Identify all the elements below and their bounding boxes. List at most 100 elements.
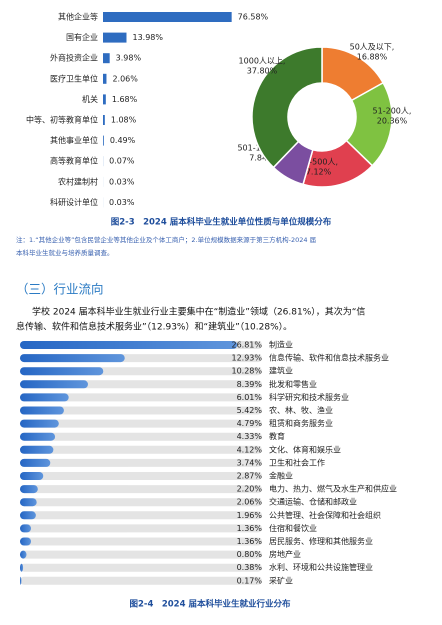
slice-label: 50人及以下, <box>350 43 395 52</box>
value-label: 1.36% <box>237 537 263 546</box>
bar <box>20 472 44 480</box>
note: 注：1.“其他企业等”包含民营企业等其他企业及个体工商户；2.单位规模数据来源于… <box>16 235 316 244</box>
bar <box>20 445 54 454</box>
slice-value: 16.88% <box>357 53 388 62</box>
bar-track <box>20 419 262 428</box>
category-label: 信息传输、软件和信息技术服务业 <box>269 353 389 363</box>
value-label: 1.36% <box>237 524 263 533</box>
category-label: 文化、体育和娱乐业 <box>269 444 341 454</box>
value-label: 8.39% <box>237 380 263 389</box>
slice-label: 201-500人, <box>294 158 338 167</box>
value-label: 0.07% <box>109 157 135 166</box>
bar-track <box>20 537 262 546</box>
paragraph: 息传输、软件和信息技术服务业”（12.93%）和“建筑业”（10.28%）。 <box>16 321 292 333</box>
category-label: 卫生和社会工作 <box>269 457 325 467</box>
value-label: 3.74% <box>237 458 263 467</box>
category-label: 采矿业 <box>269 575 293 585</box>
category-label: 住宿和餐饮业 <box>269 523 317 533</box>
bar-track <box>20 432 262 441</box>
category-label: 外商投资企业 <box>50 53 98 63</box>
bar <box>20 485 38 494</box>
bar <box>20 537 32 546</box>
value-label: 26.81% <box>231 341 262 350</box>
bar-track <box>20 550 262 559</box>
bar-track <box>20 458 262 467</box>
slice-value: 7.84% <box>249 154 275 163</box>
bar <box>20 380 88 389</box>
category-label: 科学研究和技术服务业 <box>269 392 349 402</box>
category-label: 科研设计单位 <box>50 197 98 207</box>
category-label: 制造业 <box>269 340 293 350</box>
value-label: 76.58% <box>238 13 269 22</box>
bar <box>20 511 36 520</box>
value-label: 4.12% <box>237 445 263 454</box>
bar <box>103 12 232 22</box>
bar <box>103 73 107 84</box>
bar <box>20 419 59 428</box>
value-label: 1.68% <box>112 95 138 104</box>
category-label: 中等、初等教育单位 <box>26 115 98 125</box>
category-label: 国有企业 <box>66 32 98 42</box>
bar <box>20 354 125 363</box>
bar <box>20 341 238 349</box>
category-label: 租赁和商务服务业 <box>269 418 333 428</box>
donut-slice <box>251 46 323 169</box>
bar <box>20 576 22 585</box>
value-label: 0.80% <box>237 550 263 559</box>
bar-track <box>20 511 262 520</box>
value-label: 2.06% <box>237 498 263 507</box>
bar <box>20 550 27 559</box>
bar-track <box>20 524 262 533</box>
category-label: 农、林、牧、渔业 <box>269 405 333 415</box>
figure-caption: 图2-4 2024 届本科毕业生就业行业分布 <box>130 599 291 610</box>
value-label: 10.28% <box>231 367 262 376</box>
bar <box>20 406 64 415</box>
value-label: 4.79% <box>237 419 263 428</box>
value-label: 0.49% <box>110 136 136 145</box>
category-label: 房地产业 <box>269 549 301 559</box>
value-label: 13.98% <box>132 33 163 42</box>
bar-track <box>20 472 262 480</box>
category-label: 公共管理、社会保障和社会组织 <box>269 510 381 520</box>
bar-track <box>20 563 262 572</box>
category-label: 交通运输、仓储和邮政业 <box>269 497 357 507</box>
category-label: 批发和零售业 <box>269 379 317 389</box>
bar <box>103 115 105 125</box>
slice-label: 1000人以上, <box>239 57 286 66</box>
category-label: 建筑业 <box>269 366 293 376</box>
bar <box>103 53 110 64</box>
value-label: 12.93% <box>231 354 262 363</box>
value-label: 5.42% <box>237 406 263 415</box>
bar <box>103 94 106 105</box>
bar <box>20 563 24 572</box>
value-label: 1.96% <box>237 511 263 520</box>
category-label: 其他事业单位 <box>50 135 98 145</box>
note: 本科毕业生就业与培养质量调查。 <box>16 248 114 257</box>
bar-track <box>20 485 262 494</box>
category-label: 其他企业等 <box>58 12 98 22</box>
category-label: 教育 <box>269 431 285 441</box>
slice-label: 51-200人, <box>373 107 412 116</box>
bar-track <box>20 445 262 454</box>
value-label: 2.20% <box>237 485 263 494</box>
category-label: 机关 <box>82 94 98 104</box>
slice-value: 17.12% <box>301 168 332 177</box>
value-label: 2.06% <box>112 74 138 83</box>
bar-track <box>20 406 262 415</box>
category-label: 居民服务、修理和其他服务业 <box>269 536 373 546</box>
value-label: 2.87% <box>237 472 263 481</box>
category-label: 医疗卫生单位 <box>50 73 98 83</box>
bar <box>20 524 32 533</box>
category-label: 农村建制村 <box>58 176 98 186</box>
bar <box>103 32 127 43</box>
bar <box>20 393 69 402</box>
category-label: 电力、热力、燃气及水生产和供应业 <box>269 484 397 494</box>
bar-track <box>20 576 262 585</box>
bar <box>20 367 104 376</box>
value-label: 4.33% <box>237 432 263 441</box>
paragraph: 学校 2024 届本科毕业生就业行业主要集中在“制造业”领域（26.81%），其… <box>32 306 365 318</box>
section-heading: （三）行业流向 <box>16 282 104 297</box>
bar <box>20 458 51 467</box>
value-label: 1.08% <box>111 116 137 125</box>
